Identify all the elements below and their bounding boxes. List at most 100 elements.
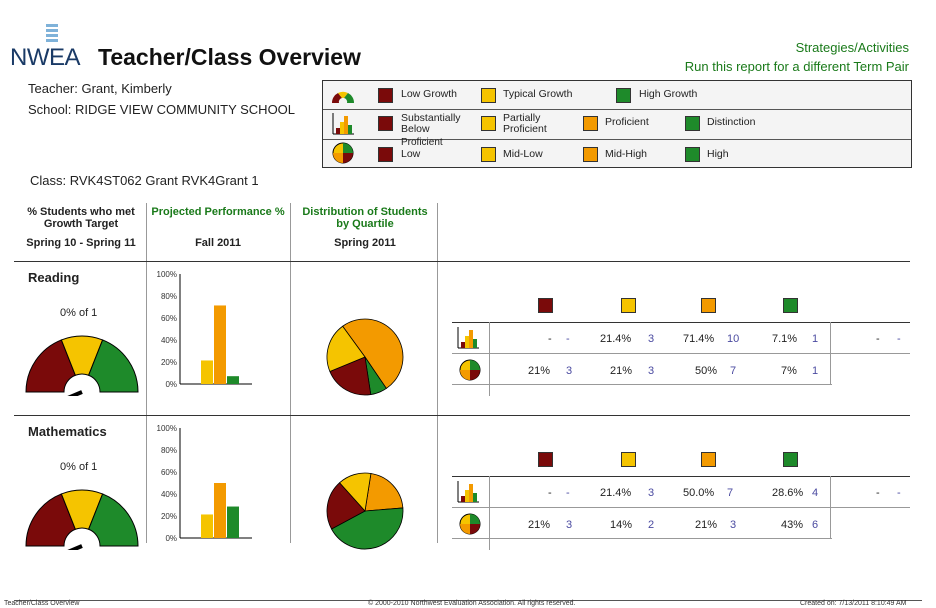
pie-slice [342,318,404,389]
partially-proficient-label-line1: Partially [503,112,541,124]
perf-percent: - [876,487,880,499]
table-rule [452,322,910,323]
proficient-label: Proficient [605,116,649,128]
projected-bar [214,483,226,538]
quartile-percent: 21% [695,519,718,531]
growth-gauge [25,335,139,396]
nwea-logo: NWEA [10,22,81,71]
mid-high-label: Mid-High [605,148,648,160]
proficient-swatch [583,116,598,131]
quartile-pie-chart [326,318,404,396]
typical-growth-label: Typical Growth [503,88,573,100]
pie-slice [329,356,372,396]
projected-bar [227,376,239,384]
perf-count[interactable]: - [897,487,901,499]
school-name: School: RIDGE VIEW COMMUNITY SCHOOL [28,102,296,117]
pie-slice [339,472,372,512]
quartile-count[interactable]: 3 [566,519,573,531]
perf-count[interactable]: 1 [812,333,819,345]
column-swatch [621,298,636,313]
quartile-count[interactable]: 3 [648,365,655,377]
partially-proficient-label-line2: Proficient [503,123,547,135]
row-divider [14,415,910,416]
perf-count[interactable]: 7 [727,487,734,499]
distribution-column-term: Spring 2011 [334,237,396,249]
y-tick-label: 60% [161,314,177,323]
pie-legend-icon [332,142,354,164]
mid-high-swatch [583,147,598,162]
table-rule [452,476,910,477]
quartile-count[interactable]: 2 [648,519,655,531]
table-divider [489,476,490,550]
growth-column-title: % Students who met Growth Target [27,206,135,230]
perf-count[interactable]: - [566,333,570,345]
gauge-legend-icon [331,91,355,103]
quartile-count[interactable]: 3 [566,365,573,377]
column-swatch [538,452,553,467]
column-swatch [621,452,636,467]
pie-slice [326,482,366,530]
projected-bar [214,305,226,384]
legend-quartile-row: Proficient Low Mid-Low Mid-High High [323,137,911,167]
quartile-count[interactable]: 7 [730,365,737,377]
pie-slice [364,473,404,512]
y-tick-label: 80% [161,446,177,455]
perf-count[interactable]: 3 [648,487,655,499]
legend-performance-row: Substantially Below Partially Proficient… [323,109,911,140]
y-tick-label: 20% [161,358,177,367]
column-divider [146,203,147,543]
pie-slice [330,507,404,550]
footer-divider [14,600,922,601]
teacher-name: Teacher: Grant, Kimberly [28,81,172,96]
growth-column-terms: Spring 10 - Spring 11 [26,237,136,249]
substantially-below-label-line2: Below [401,123,430,135]
perf-percent: 28.6% [772,487,804,499]
table-rule [452,353,910,354]
perf-percent: - [876,333,880,345]
low-quartile-label: Low [401,148,421,160]
high-growth-swatch [616,88,631,103]
class-name: Class: RVK4ST062 Grant RVK4Grant 1 [30,173,259,188]
mid-low-swatch [481,147,496,162]
projected-bar-chart: 100% 80% 60% 40% 20% 0% [157,424,252,543]
legend-growth-row: Low Growth Typical Growth High Growth [323,81,911,110]
partially-proficient-swatch [481,116,496,131]
quartile-count[interactable]: 6 [812,519,819,531]
quartile-percent: 43% [781,519,804,531]
perf-percent: 71.4% [683,333,715,345]
y-tick-label: 20% [161,512,177,521]
rerun-term-pair-link[interactable]: Run this report for a different Term Pai… [684,59,909,74]
y-tick-label: 60% [161,468,177,477]
typical-growth-swatch [481,88,496,103]
subject-title: Mathematics [28,424,107,439]
strategies-link[interactable]: Strategies/Activities [795,40,909,55]
projected-bar [201,514,213,538]
perf-count[interactable]: 3 [648,333,655,345]
distribution-column-title: Distribution of Students by Quartile [302,206,428,230]
mid-low-label: Mid-Low [503,148,543,160]
perf-count[interactable]: 4 [812,487,819,499]
logo-text: NWEA [10,44,81,71]
footer-created: Created on: 7/13/2011 8:10:49 AM [800,600,907,607]
pie-row-icon [459,513,481,535]
footer-left: Teacher/Class Overview [4,600,80,607]
perf-count[interactable]: 10 [727,333,740,345]
y-tick-label: 40% [161,336,177,345]
low-growth-label: Low Growth [401,88,458,100]
projected-column-title: Projected Performance % [151,206,285,218]
column-swatch [538,298,553,313]
perf-count[interactable]: - [566,487,570,499]
column-divider [437,203,438,543]
perf-count[interactable]: - [897,333,901,345]
proficient-overflow-label: Proficient [401,137,443,148]
quartile-count[interactable]: 1 [812,365,819,377]
distinction-label: Distinction [707,116,756,128]
quartile-percent: 50% [695,365,718,377]
y-tick-label: 80% [161,292,177,301]
quartile-count[interactable]: 3 [730,519,737,531]
high-growth-label: High Growth [639,88,698,100]
y-tick-label: 0% [165,380,177,389]
table-divider [830,322,831,384]
table-rule [452,507,910,508]
quartile-percent: 7% [781,365,797,377]
